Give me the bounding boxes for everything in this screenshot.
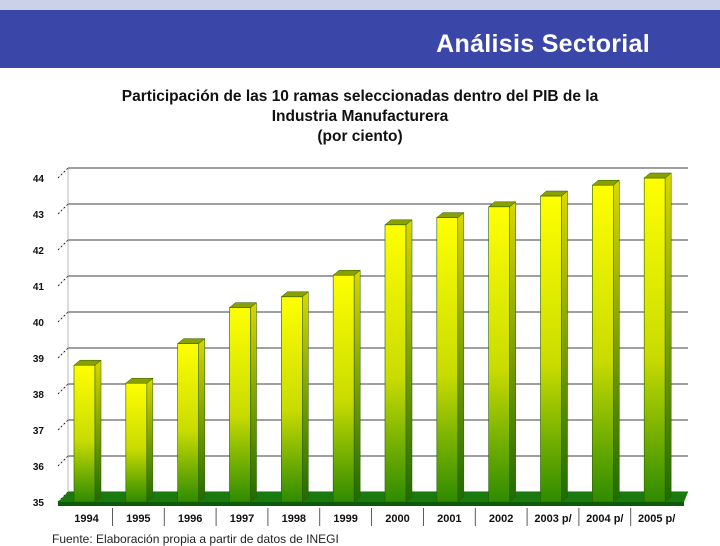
x-tick-label: 2002 xyxy=(489,513,513,525)
y-tick-label: 38 xyxy=(33,390,45,401)
bar-side xyxy=(457,212,465,503)
bar-front xyxy=(384,224,407,503)
y-tick-label: 44 xyxy=(33,174,45,185)
bar-front xyxy=(488,206,510,503)
x-tick-label: 1996 xyxy=(178,513,202,525)
bar-top xyxy=(436,212,465,218)
x-tick-label: 1994 xyxy=(74,513,99,525)
bar-top xyxy=(73,359,102,366)
bar-side xyxy=(353,269,361,503)
bar-front xyxy=(592,184,614,503)
bar-front xyxy=(73,364,96,503)
bar-top xyxy=(487,201,517,208)
top-rule xyxy=(0,0,720,10)
bar-side xyxy=(146,377,154,503)
gridline-depth xyxy=(57,383,69,395)
bar-top xyxy=(643,172,672,179)
bar xyxy=(591,179,621,503)
header-title: Análisis Sectorial xyxy=(436,30,650,58)
bar-front xyxy=(177,343,199,503)
bar-top xyxy=(591,179,621,186)
gridline-depth xyxy=(57,419,69,431)
bar-top xyxy=(125,377,154,384)
bar-front xyxy=(125,382,148,503)
gridline-depth xyxy=(57,455,69,467)
bar-side xyxy=(405,219,413,503)
x-tick-label: 1999 xyxy=(333,513,357,525)
y-tick-label: 42 xyxy=(33,246,45,257)
y-tick-label: 43 xyxy=(33,210,45,221)
bar-side xyxy=(250,302,257,503)
gridline-depth xyxy=(57,203,69,215)
bar xyxy=(643,172,672,503)
chart-title-line-1: Participación de las 10 ramas selecciona… xyxy=(121,88,599,105)
bar-front xyxy=(643,177,666,503)
bar xyxy=(73,359,102,503)
bar-side xyxy=(302,291,309,503)
chart-title-line-2: Industria Manufacturera xyxy=(271,108,449,125)
y-tick-label: 37 xyxy=(33,426,45,437)
y-tick-label: 39 xyxy=(33,354,45,365)
bar xyxy=(176,338,206,503)
x-tick-label: 2004 p/ xyxy=(586,513,623,525)
gridline-depth xyxy=(57,167,69,179)
bar-front xyxy=(281,296,303,503)
bar-side xyxy=(613,179,620,503)
x-tick-label: 1997 xyxy=(230,513,254,525)
bar xyxy=(228,302,258,503)
gridline-depth xyxy=(57,347,69,359)
y-tick-label: 36 xyxy=(33,462,45,473)
bar xyxy=(125,377,154,503)
gridline-depth xyxy=(57,275,69,287)
gridline-depth xyxy=(57,239,69,251)
bar xyxy=(436,212,465,503)
chart-title: Participación de las 10 ramas selecciona… xyxy=(0,87,720,147)
bar xyxy=(539,190,569,503)
bar xyxy=(384,219,413,503)
bar-front xyxy=(332,274,355,503)
bar-front xyxy=(229,307,251,503)
bar-top xyxy=(228,302,258,308)
source-note: Fuente: Elaboración propia a partir de d… xyxy=(52,532,339,546)
x-tick-label: 2003 p/ xyxy=(534,513,571,525)
bar-front xyxy=(540,195,562,503)
bar-top xyxy=(332,269,361,276)
header-band: Análisis Sectorial xyxy=(0,10,720,68)
bar-side xyxy=(664,172,672,503)
bar xyxy=(280,291,310,503)
y-tick-label: 40 xyxy=(33,318,45,329)
x-tick-label: 1995 xyxy=(126,513,150,525)
chart-floor xyxy=(58,492,688,502)
bar-side xyxy=(94,359,102,503)
bar-top xyxy=(539,190,569,197)
gridline-depth xyxy=(57,311,69,323)
bar-side xyxy=(561,190,568,503)
bar-top xyxy=(280,291,310,298)
x-tick-label: 2005 p/ xyxy=(638,513,675,525)
bar-side xyxy=(509,201,516,503)
x-tick-label: 1998 xyxy=(282,513,306,525)
y-tick-label: 41 xyxy=(33,282,45,293)
y-tick-label: 35 xyxy=(33,498,45,509)
bar-chart: 35 36 37 38 39 40 41 42 43 44 1994 1995 1996 1997 1998… xyxy=(33,167,688,526)
x-tick-label: 2001 xyxy=(437,513,461,525)
bar-front xyxy=(436,217,459,503)
bar-top xyxy=(176,338,206,344)
x-tick-label: 2000 xyxy=(385,513,409,525)
bar xyxy=(487,201,517,503)
bar-top xyxy=(384,219,413,226)
chart-floor-front xyxy=(58,502,684,506)
bar-side xyxy=(198,338,205,503)
chart-title-line-3: (por ciento) xyxy=(317,128,403,145)
bar xyxy=(332,269,361,503)
